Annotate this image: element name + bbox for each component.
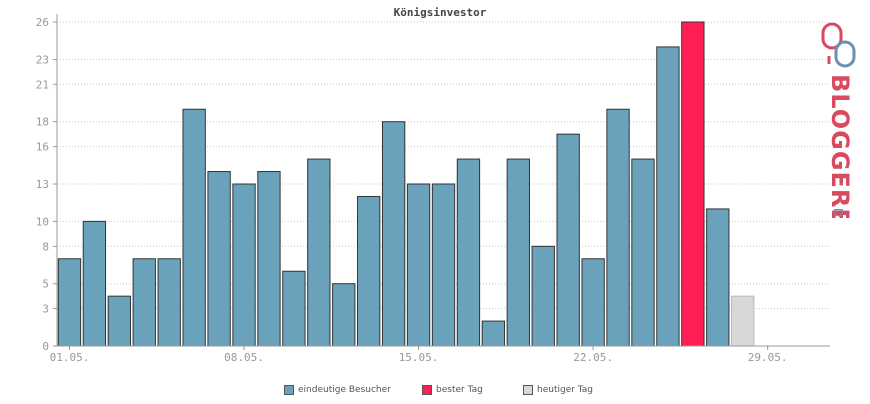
- legend-item-today: heutiger Tag: [523, 385, 593, 395]
- bar: [282, 270, 306, 347]
- x-tick-label: 22.05.: [573, 351, 613, 364]
- bar: [581, 258, 605, 347]
- legend-label-best-day: bester Tag: [436, 385, 483, 395]
- legend-swatch-visitors: [284, 385, 294, 395]
- x-tick-label: 01.05.: [50, 351, 90, 364]
- y-ticks: 0 3 5 8 10 13 16 18 21 23 26: [36, 16, 57, 353]
- bar: [57, 258, 82, 347]
- legend-item-visitors: eindeutige Besucher: [284, 385, 391, 395]
- legend-label-today: heutiger Tag: [537, 385, 594, 395]
- legend-swatch-today: [523, 385, 533, 395]
- bar: [456, 158, 481, 347]
- bloggerei-logo: BLOGGEREI .DE: [812, 18, 868, 236]
- bar: [132, 258, 156, 347]
- legend-item-best-day: bester Tag: [422, 385, 483, 395]
- y-tick-label: 10: [36, 215, 49, 228]
- bar: [82, 220, 107, 347]
- bar: [207, 171, 231, 347]
- legend: eindeutige Besucher bester Tag heutiger …: [0, 385, 870, 399]
- x-tick-label: 08.05.: [224, 351, 264, 364]
- bar: [556, 133, 580, 347]
- bar: [531, 245, 555, 347]
- x-tick-label: 15.05.: [399, 351, 439, 364]
- bar: [481, 320, 506, 347]
- x-tick-label: 29.05.: [748, 351, 788, 364]
- logo-suffix: .DE: [831, 204, 845, 218]
- bar: [107, 295, 132, 347]
- logo-graphic: BLOGGEREI .DE: [821, 22, 856, 236]
- bar: [157, 258, 181, 347]
- bar: [307, 158, 331, 347]
- y-tick-label: 5: [42, 278, 49, 291]
- bar-today: [731, 295, 755, 347]
- logo-text: BLOGGEREI: [826, 74, 854, 218]
- legend-swatch-best-day: [422, 385, 432, 395]
- legend-label-visitors: eindeutige Besucher: [298, 385, 391, 395]
- bar: [381, 121, 406, 347]
- axes: [56, 14, 830, 347]
- bar-best-day: [681, 21, 705, 347]
- bar: [431, 183, 456, 347]
- bar: [257, 171, 281, 347]
- y-tick-label: 3: [42, 303, 49, 316]
- bar: [357, 195, 381, 347]
- logo-icon: [821, 22, 856, 68]
- bar: [606, 108, 630, 347]
- y-tick-label: 8: [42, 240, 49, 253]
- bar: [706, 208, 730, 347]
- x-ticks: 01.05. 08.05. 15.05. 22.05. 29.05.: [50, 346, 788, 364]
- bar: [631, 158, 655, 347]
- y-tick-label: 13: [36, 178, 49, 191]
- bars: [57, 21, 755, 347]
- bar: [656, 46, 680, 347]
- y-tick-label: 16: [36, 141, 49, 154]
- bar: [332, 283, 356, 347]
- y-tick-label: 0: [42, 340, 49, 353]
- y-tick-label: 18: [36, 116, 49, 129]
- chart-title: Königsinvestor: [394, 6, 487, 19]
- bar: [406, 183, 431, 347]
- bar: [182, 108, 206, 347]
- y-tick-label: 26: [36, 16, 49, 29]
- bar: [506, 158, 530, 347]
- y-tick-label: 21: [36, 78, 49, 91]
- bar: [232, 183, 256, 347]
- y-tick-label: 23: [36, 53, 49, 66]
